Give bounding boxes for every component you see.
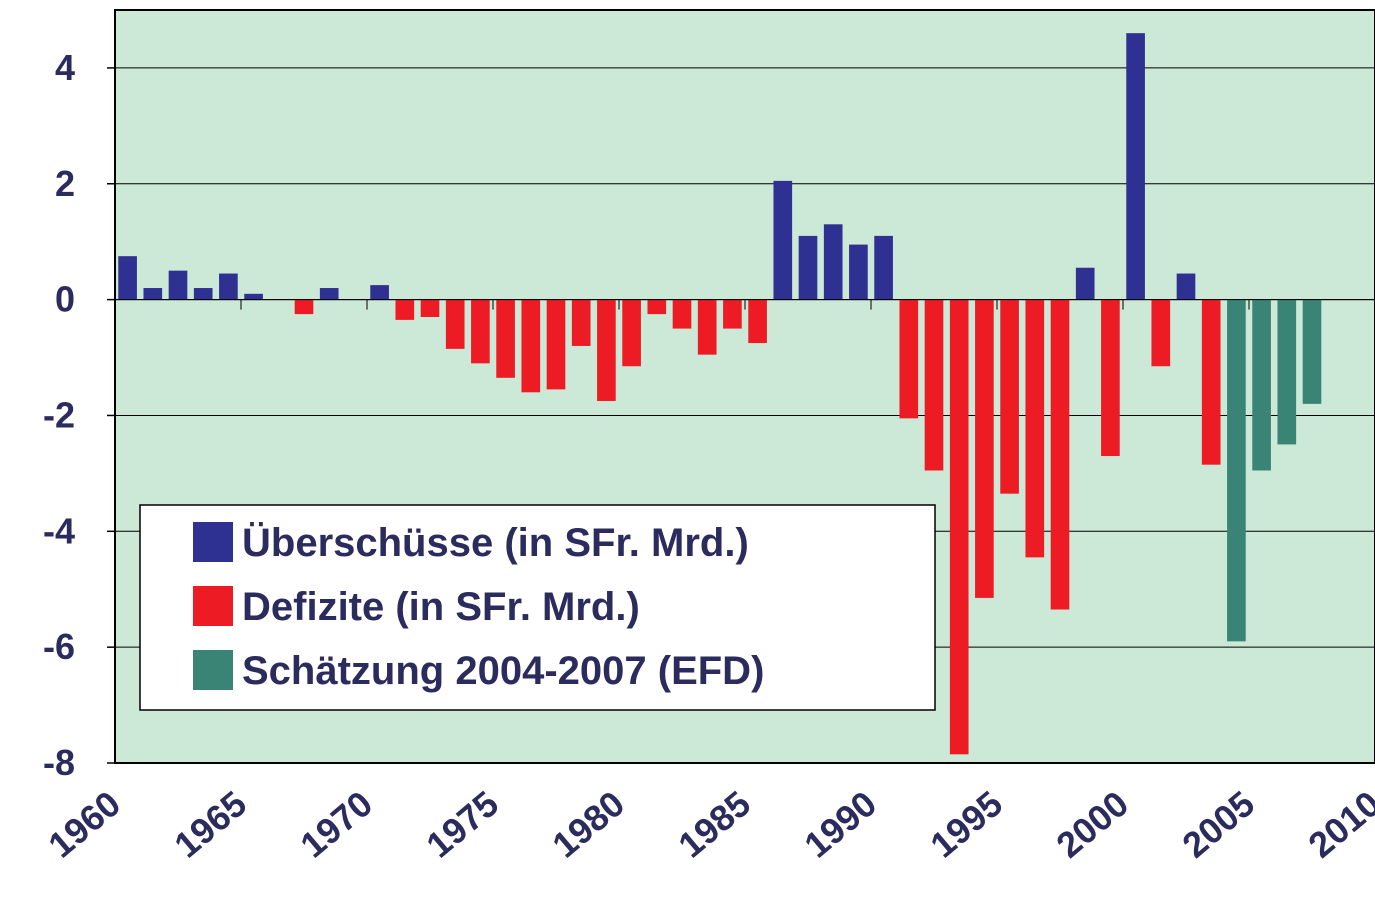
bar (672, 299, 692, 329)
bar (168, 270, 188, 300)
bar (294, 299, 314, 315)
bar (1302, 299, 1322, 404)
x-tick-label: 1995 (922, 783, 1010, 866)
bar (823, 224, 843, 300)
bar (546, 299, 566, 390)
bar (244, 293, 263, 300)
y-tick-label: -4 (43, 510, 75, 551)
legend-label: Defizite (in SFr. Mrd.) (242, 585, 640, 629)
bar (949, 299, 969, 755)
bar (1050, 299, 1070, 610)
y-tick-label: -8 (43, 742, 75, 783)
bar (319, 288, 339, 300)
x-tick-label: 2010 (1300, 783, 1375, 866)
bar (748, 299, 767, 344)
bar (1201, 299, 1221, 465)
bar (471, 299, 490, 364)
bar (143, 288, 163, 300)
legend-label: Schätzung 2004-2007 (EFD) (242, 649, 764, 693)
bar (395, 299, 415, 320)
x-tick-label: 1965 (166, 783, 254, 866)
bar (420, 299, 440, 317)
x-tick-label: 1990 (796, 783, 884, 866)
bar (874, 235, 893, 300)
legend-swatch (193, 522, 233, 562)
bar (899, 299, 919, 419)
legend-swatch (193, 586, 233, 626)
y-tick-label: 4 (55, 47, 75, 88)
bar (647, 299, 667, 315)
legend-swatch (193, 650, 233, 690)
bar (798, 235, 818, 300)
bar (723, 299, 742, 329)
legend-box (139, 504, 936, 711)
y-tick-label: -6 (43, 626, 75, 667)
bar (521, 299, 541, 393)
bar (1252, 299, 1271, 471)
legend-label: Überschüsse (in SFr. Mrd.) (242, 520, 749, 565)
legend: Überschüsse (in SFr. Mrd.) Defizite (in S… (139, 504, 936, 711)
bar (118, 256, 137, 300)
bar (1101, 299, 1120, 457)
bar (1000, 299, 1019, 494)
y-tick-label: 2 (55, 163, 75, 204)
y-tick-label: -2 (43, 394, 75, 435)
bar (219, 273, 238, 300)
x-tick-label: 2000 (1048, 783, 1136, 866)
x-tick-label: 1960 (40, 783, 128, 866)
x-tick-label: 1980 (544, 783, 632, 866)
bar (1075, 267, 1095, 300)
bar (1151, 299, 1171, 367)
bar (622, 299, 641, 367)
y-tick-label: 0 (55, 279, 75, 320)
bar (924, 299, 944, 471)
bar (571, 299, 591, 346)
bar (773, 180, 793, 300)
bar (697, 299, 717, 355)
bar (1176, 273, 1196, 300)
bar (496, 299, 515, 378)
bar (1227, 299, 1246, 642)
bar (975, 299, 994, 598)
x-tick-label: 1970 (292, 783, 380, 866)
plot-border (114, 9, 1375, 764)
bar (597, 299, 616, 401)
bar (193, 288, 213, 300)
bar (1277, 299, 1297, 445)
x-tick-label: 2005 (1174, 783, 1262, 866)
bar (849, 244, 868, 300)
bar (370, 285, 389, 300)
bar (445, 299, 465, 349)
bar (1126, 33, 1145, 300)
x-tick-label: 1975 (418, 783, 506, 866)
x-tick-label: 1985 (670, 783, 758, 866)
bar (1025, 299, 1045, 558)
